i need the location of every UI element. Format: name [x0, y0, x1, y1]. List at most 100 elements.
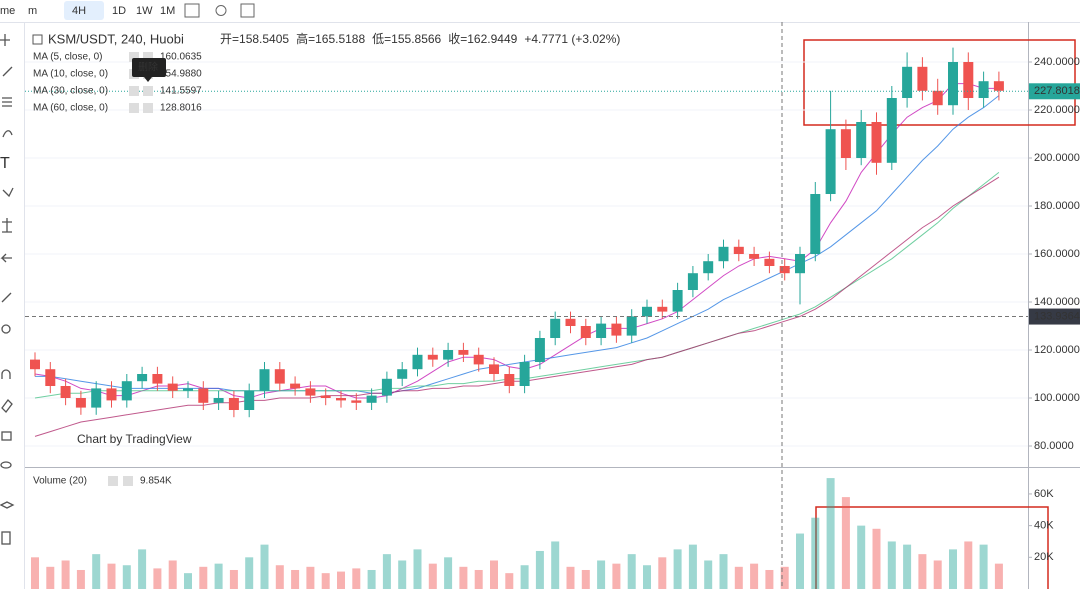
- highlight-box: [803, 39, 1076, 126]
- y-tick-label: 100.0000: [1034, 392, 1080, 404]
- volume-bar: [520, 565, 529, 589]
- volume-bar: [872, 528, 881, 589]
- y-tick-label: 180.0000: [1034, 200, 1080, 212]
- settings-icon[interactable]: [215, 5, 227, 16]
- volume-bar: [597, 560, 606, 589]
- candle-body: [489, 364, 499, 375]
- candle-body: [733, 246, 744, 255]
- candle-body: [351, 400, 362, 403]
- candle-body: [244, 390, 255, 411]
- volume-bar: [673, 549, 682, 589]
- candle-body: [810, 194, 821, 255]
- ma-line: [35, 95, 1000, 394]
- volume-bar: [444, 557, 453, 589]
- candle-body: [718, 246, 729, 262]
- ohlc-value: 155.8566: [391, 32, 441, 46]
- ohlc-label: 高=: [296, 31, 315, 46]
- back-icon[interactable]: [0, 253, 12, 263]
- volume-bar: [918, 554, 927, 589]
- candle-body: [397, 369, 408, 379]
- candle-body: [580, 326, 591, 339]
- legend-icon: [129, 103, 139, 113]
- ma-legend-value: 154.9880: [160, 69, 202, 80]
- trash-icon[interactable]: [1, 531, 11, 545]
- volume-bar: [398, 560, 407, 589]
- interval-button[interactable]: me: [0, 5, 15, 17]
- lock-draw-icon[interactable]: [1, 399, 13, 413]
- y-tick-label: 140.0000: [1034, 296, 1080, 308]
- volume-bar: [321, 573, 330, 589]
- interval-button[interactable]: 4H: [72, 5, 86, 17]
- candle-body: [611, 323, 622, 336]
- crosshair-badge: [1029, 308, 1080, 325]
- legend-icon[interactable]: [143, 52, 153, 62]
- layers-icon[interactable]: [0, 501, 15, 509]
- y-tick-label: 120.0000: [1034, 344, 1080, 356]
- ohlc-label: 开=: [220, 32, 239, 46]
- candle-body: [152, 374, 163, 384]
- interval-button[interactable]: 1W: [136, 5, 153, 17]
- candle-body: [978, 81, 989, 99]
- volume-bar: [949, 549, 957, 589]
- interval-button[interactable]: m: [28, 5, 37, 17]
- volume-bar: [964, 541, 973, 589]
- line-icon[interactable]: [2, 66, 13, 77]
- brush-icon[interactable]: [2, 130, 13, 138]
- candle-body: [259, 369, 270, 391]
- fib-icon[interactable]: [2, 97, 12, 107]
- magnet-icon[interactable]: [1, 369, 11, 379]
- candle-body: [795, 254, 805, 274]
- ma-legend-value: 141.5597: [160, 86, 202, 97]
- ma-legend-name: MA (60, close, 0): [33, 103, 108, 114]
- candle-body: [198, 388, 209, 403]
- zoom-icon[interactable]: [1, 324, 11, 334]
- candle-body: [626, 316, 637, 336]
- ohlc-value: +4.7771 (+3.02%): [524, 32, 620, 46]
- collapse-icon: [32, 34, 43, 45]
- lock-icon[interactable]: [1, 431, 12, 441]
- volume-bar: [841, 497, 850, 589]
- y-tick-label: 80.0000: [1034, 440, 1074, 452]
- candle-body: [871, 122, 882, 163]
- volume-bar: [474, 569, 483, 589]
- volume-bar: [184, 573, 192, 589]
- cross-icon[interactable]: [0, 34, 10, 46]
- interval-button[interactable]: 1M: [160, 5, 175, 17]
- candle-body: [917, 66, 928, 91]
- candle-body: [886, 98, 897, 163]
- volume-bar: [275, 565, 284, 589]
- volume-bar: [337, 571, 345, 589]
- ruler-icon[interactable]: [1, 292, 12, 303]
- volume-bar: [413, 549, 422, 589]
- tooltip-arrow: [144, 77, 152, 82]
- measure-icon[interactable]: [2, 218, 12, 233]
- active-interval[interactable]: [64, 1, 104, 20]
- fullscreen-icon[interactable]: [240, 3, 255, 18]
- volume-bar: [107, 563, 116, 589]
- candle-body: [825, 129, 836, 195]
- candle-body: [121, 381, 132, 401]
- candle-body: [902, 66, 913, 99]
- volume-bar: [826, 478, 835, 589]
- ma-line: [34, 176, 1000, 437]
- text-tool[interactable]: T: [0, 155, 10, 172]
- ohlc-label: 低=: [372, 32, 391, 46]
- volume-bar: [306, 566, 315, 589]
- volume-tick-label: 20K: [1034, 551, 1054, 563]
- volume-bar: [765, 569, 774, 589]
- legend-icon[interactable]: [143, 86, 153, 96]
- candle-body: [137, 374, 148, 382]
- chart-type-icon[interactable]: [184, 3, 200, 18]
- eye-icon[interactable]: [0, 461, 12, 469]
- volume-bar: [719, 554, 728, 589]
- volume-bar: [352, 568, 361, 589]
- legend-icon: [108, 476, 118, 486]
- candle-body: [60, 386, 71, 399]
- volume-bar: [627, 554, 636, 589]
- ohlc-value: 162.9449: [467, 32, 517, 46]
- candle-body: [458, 350, 469, 355]
- pattern-icon[interactable]: [2, 187, 14, 198]
- candle-body: [948, 62, 958, 106]
- interval-button[interactable]: 1D: [112, 5, 126, 17]
- legend-icon[interactable]: [143, 103, 153, 113]
